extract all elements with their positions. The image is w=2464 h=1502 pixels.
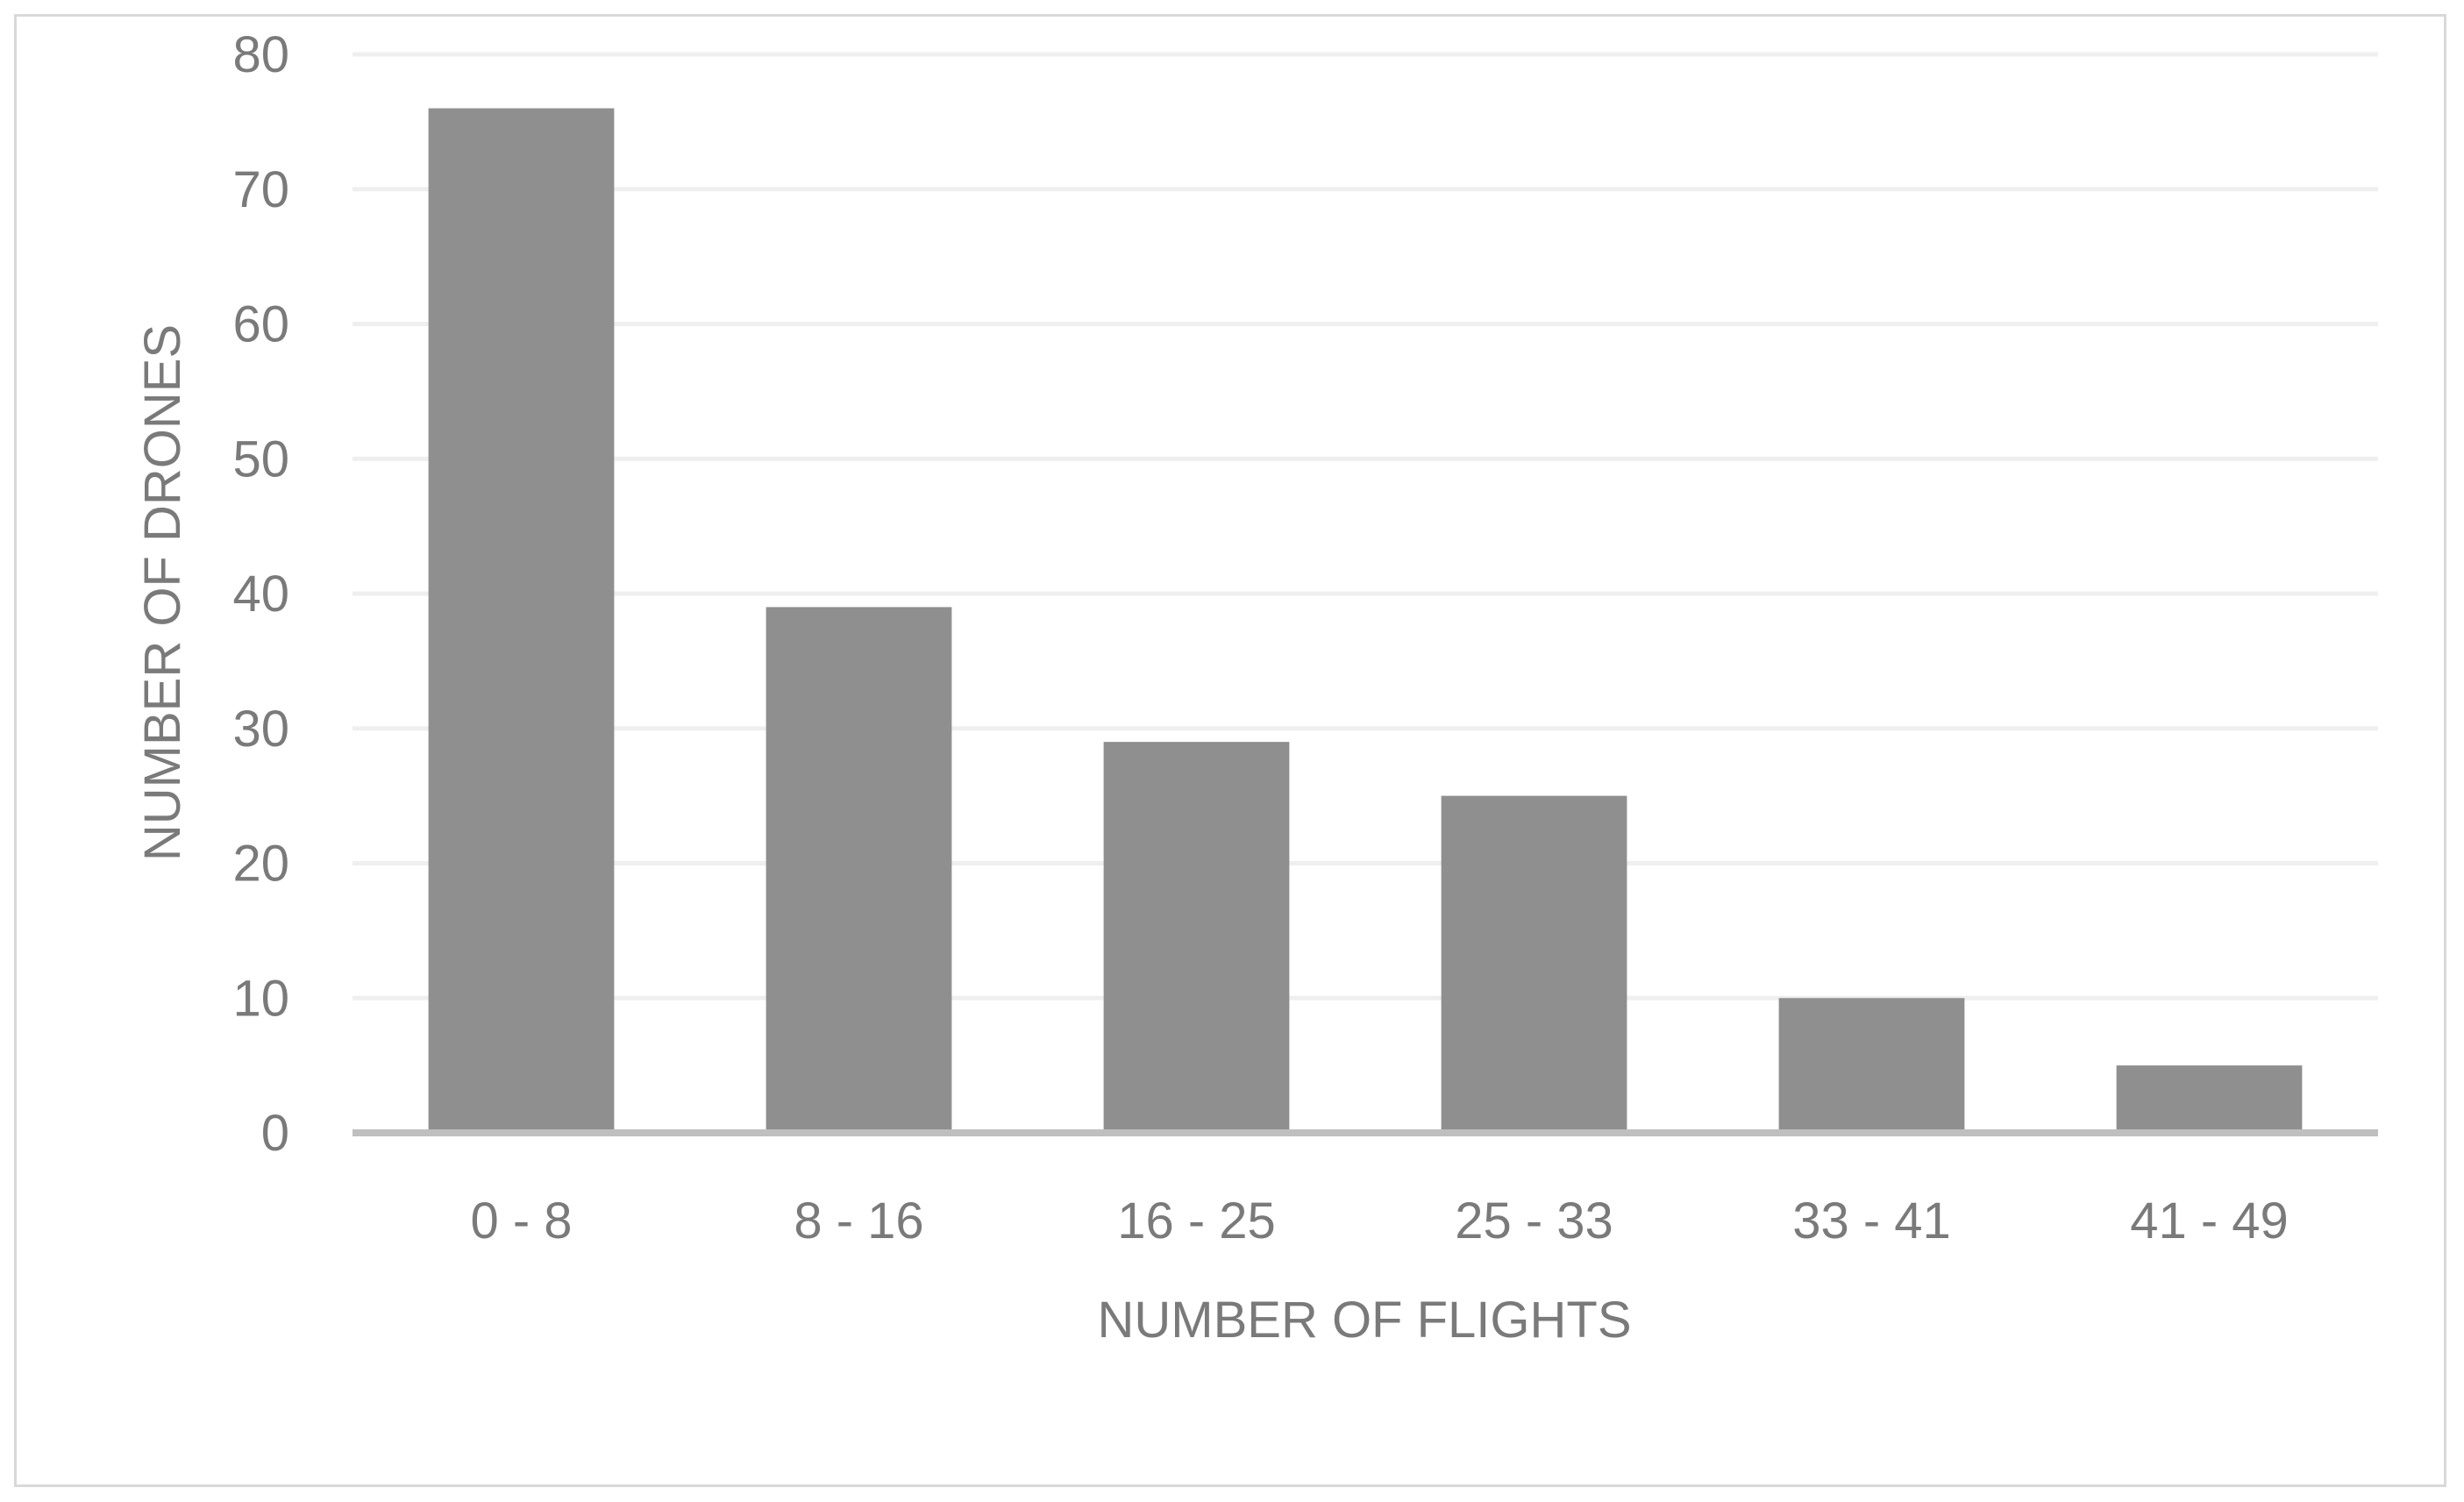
gridlines xyxy=(353,52,2378,1000)
y-tick-label: 70 xyxy=(232,161,289,218)
y-axis-title: NUMBER OF DRONES xyxy=(134,324,191,861)
y-tick-label: 50 xyxy=(232,431,289,488)
y-tick-labels: 0 10 20 30 40 50 60 70 80 xyxy=(232,26,289,1162)
x-axis-title: NUMBER OF FLIGHTS xyxy=(1097,1292,1631,1349)
bar xyxy=(1103,742,1290,1133)
y-tick-label: 10 xyxy=(232,970,289,1027)
y-tick-label: 20 xyxy=(232,836,289,893)
bars xyxy=(428,108,2303,1133)
x-tick-label: 0 - 8 xyxy=(470,1192,572,1249)
x-tick-label: 33 - 41 xyxy=(1792,1192,1951,1249)
x-tick-label: 16 - 25 xyxy=(1117,1192,1276,1249)
bar xyxy=(1441,795,1627,1133)
x-tick-label: 41 - 49 xyxy=(2130,1192,2289,1249)
y-tick-label: 60 xyxy=(232,296,289,353)
y-tick-label: 0 xyxy=(261,1105,289,1162)
bar xyxy=(766,607,952,1133)
x-tick-label: 8 - 16 xyxy=(794,1192,923,1249)
x-tick-labels: 0 - 8 8 - 16 16 - 25 25 - 33 33 - 41 41 - 49 xyxy=(470,1192,2288,1249)
x-tick-label: 25 - 33 xyxy=(1455,1192,1613,1249)
y-tick-label: 80 xyxy=(232,26,289,83)
bar xyxy=(428,108,615,1133)
y-tick-label: 30 xyxy=(232,701,289,758)
bar xyxy=(2116,1065,2303,1133)
y-tick-label: 40 xyxy=(232,566,289,623)
bar xyxy=(1778,998,1965,1133)
